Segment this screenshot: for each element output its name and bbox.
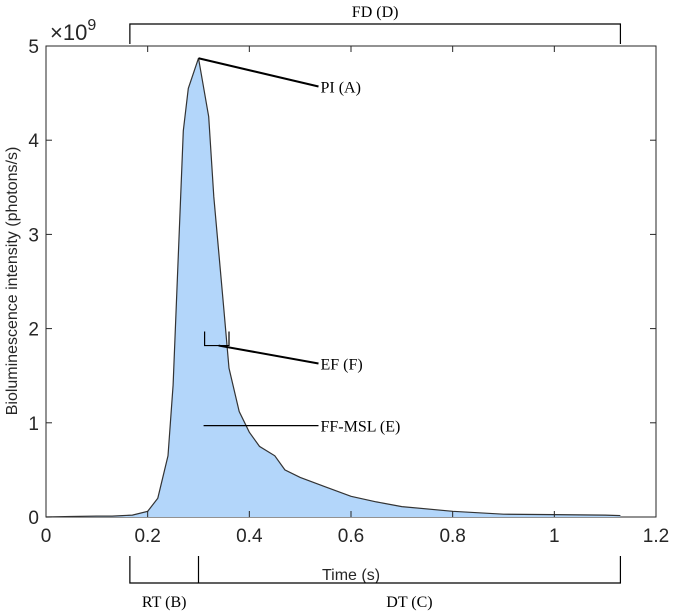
intensity-area (46, 58, 621, 517)
fd-label: FD (D) (352, 4, 399, 21)
x-tick-label-2: 0.4 (236, 526, 263, 547)
x-tick-label-5: 1 (549, 526, 560, 547)
y-axis-ticks: 0 1 2 3 4 5 (28, 37, 656, 529)
y-axis-multiplier: ×109 (50, 17, 96, 45)
ef-pointer (218, 344, 319, 365)
y-tick-label-3: 3 (28, 225, 39, 246)
x-tick-label-3: 0.6 (338, 526, 364, 547)
pi-pointer (198, 57, 319, 88)
pi-label: PI (A) (321, 80, 361, 97)
rt-dt-bracket (129, 556, 622, 584)
x-tick-label-4: 0.8 (439, 526, 465, 547)
x-tick-label-0: 0 (41, 526, 52, 547)
y-axis-label: Bioluminescence intensity (photons/s) (4, 147, 21, 416)
ff-msl-label: FF-MSL (E) (321, 419, 401, 436)
ef-label: EF (F) (321, 356, 363, 373)
plot-area (45, 45, 657, 518)
y-tick-label-0: 0 (28, 508, 39, 529)
x-tick-label-1: 0.2 (134, 526, 160, 547)
rt-label: RT (B) (142, 594, 187, 611)
x-tick-label-6: 1.2 (643, 526, 669, 547)
y-tick-label-2: 2 (28, 320, 39, 341)
y-tick-label-1: 1 (28, 414, 39, 435)
intensity-curve (45, 58, 621, 518)
fd-bracket (129, 23, 622, 44)
y-tick-label-4: 4 (28, 131, 39, 152)
y-tick-label-5: 5 (28, 37, 39, 58)
dt-label: DT (C) (386, 594, 432, 611)
x-axis-ticks: 0 0.2 0.4 0.6 0.8 1 1.2 (41, 46, 669, 547)
multiplier-exponent: 9 (87, 17, 96, 34)
x-axis-label: Time (s) (322, 567, 380, 584)
multiplier-base: ×10 (50, 20, 87, 45)
ef-bracket (204, 331, 230, 347)
